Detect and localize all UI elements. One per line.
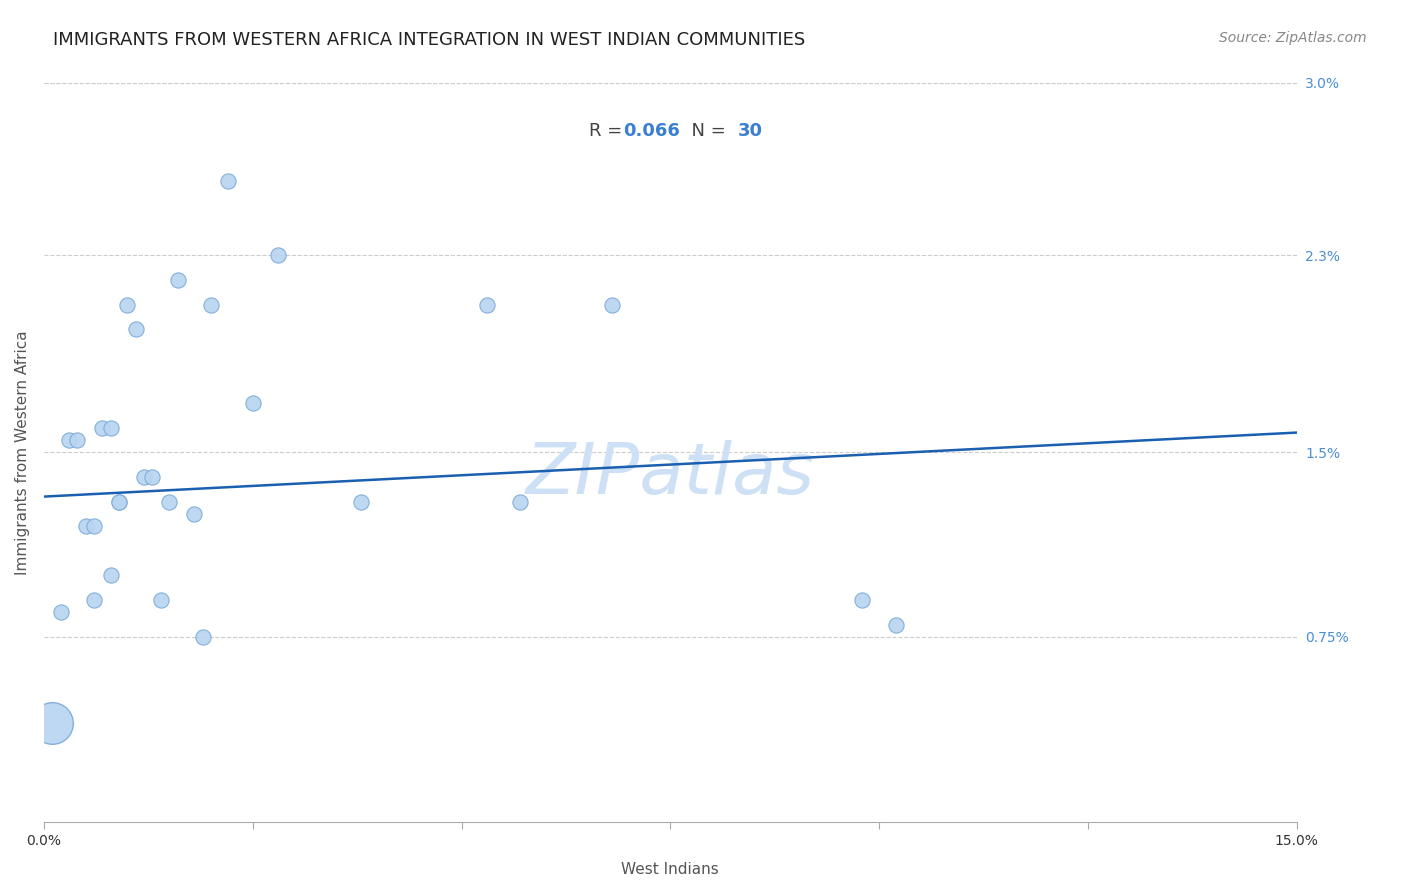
Point	[267, 248, 290, 262]
Point	[884, 617, 907, 632]
Point	[83, 593, 105, 607]
Point	[217, 174, 239, 188]
Point	[134, 470, 156, 484]
Point	[108, 494, 131, 508]
Point	[157, 494, 180, 508]
Point	[100, 568, 122, 582]
Text: 0.066: 0.066	[623, 122, 679, 140]
Point	[183, 507, 205, 521]
Point	[200, 297, 222, 311]
Point	[125, 322, 148, 336]
Point	[117, 297, 139, 311]
Text: Source: ZipAtlas.com: Source: ZipAtlas.com	[1219, 31, 1367, 45]
Text: R =: R =	[589, 122, 628, 140]
Point	[100, 420, 122, 434]
Text: N =: N =	[681, 122, 733, 140]
Point	[49, 605, 72, 619]
Point	[350, 494, 373, 508]
Point	[41, 716, 63, 731]
Text: ZIPatlas: ZIPatlas	[526, 440, 815, 509]
Point	[851, 593, 873, 607]
Point	[475, 297, 498, 311]
Y-axis label: Immigrants from Western Africa: Immigrants from Western Africa	[15, 330, 30, 574]
Point	[242, 396, 264, 410]
Point	[141, 470, 163, 484]
Point	[83, 519, 105, 533]
Point	[58, 433, 80, 447]
X-axis label: West Indians: West Indians	[621, 862, 720, 877]
Text: 30: 30	[738, 122, 763, 140]
Point	[91, 420, 114, 434]
Point	[75, 519, 97, 533]
Text: IMMIGRANTS FROM WESTERN AFRICA INTEGRATION IN WEST INDIAN COMMUNITIES: IMMIGRANTS FROM WESTERN AFRICA INTEGRATI…	[53, 31, 806, 49]
Point	[108, 494, 131, 508]
Point	[191, 630, 214, 644]
Point	[509, 494, 531, 508]
Point	[149, 593, 172, 607]
Point	[66, 433, 89, 447]
Point	[166, 273, 188, 287]
Point	[600, 297, 623, 311]
